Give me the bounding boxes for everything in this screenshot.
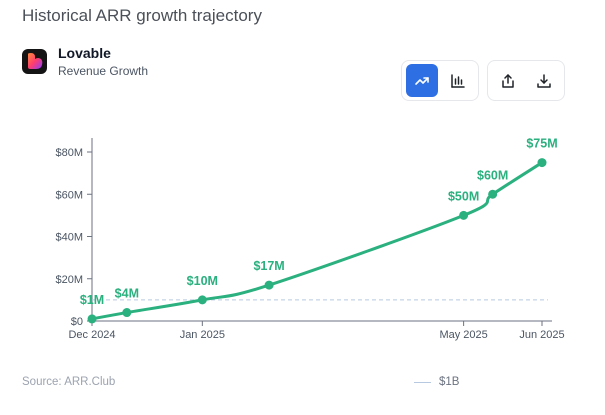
y-tick-label-4: $80M [55,147,83,159]
data-label-5: $60M [477,168,508,182]
download-icon [537,73,551,88]
bar-chart-icon [451,73,465,88]
data-point-3 [264,280,274,290]
data-point-2 [197,295,207,305]
y-tick-label-1: $20M [55,274,83,286]
bar-chart-button[interactable] [442,64,474,97]
data-label-3: $17M [253,259,284,273]
chart-legend: $1B [414,376,459,388]
y-tick-label-0: $0 [71,316,83,328]
x-tick-label-3: Jun 2025 [519,329,564,341]
share-icon [502,73,514,88]
data-label-6: $75M [526,137,557,151]
x-tick-label-0: Dec 2024 [68,329,115,341]
line-chart-button[interactable] [406,64,438,97]
data-point-4 [459,210,469,220]
data-label-1: $4M [115,287,139,301]
source-note: Source: ARR.Club [22,376,116,388]
data-point-0 [87,314,97,324]
share-button[interactable] [492,64,524,97]
chart-type-toggle [401,60,479,101]
x-tick-label-1: Jan 2025 [180,329,225,341]
download-button[interactable] [528,64,560,97]
x-tick-label-2: May 2025 [439,329,487,341]
lovable-logo-icon [22,49,47,74]
data-point-1 [122,308,132,318]
data-label-2: $10M [187,274,218,288]
data-label-4: $50M [448,189,479,203]
data-point-6 [537,158,547,168]
data-label-0: $1M [80,293,104,307]
trend-line-icon [415,76,429,85]
chart-actions [487,60,565,101]
brand-name: Lovable [58,45,111,61]
data-point-5 [488,189,498,199]
series-line-0 [90,161,544,321]
y-tick-label-3: $60M [55,189,83,201]
brand-subtitle: Revenue Growth [58,64,149,78]
legend-swatch [414,381,431,383]
y-tick-label-2: $40M [55,232,83,244]
legend-label: $1B [439,376,460,388]
page-title: Historical ARR growth trajectory [22,6,262,25]
